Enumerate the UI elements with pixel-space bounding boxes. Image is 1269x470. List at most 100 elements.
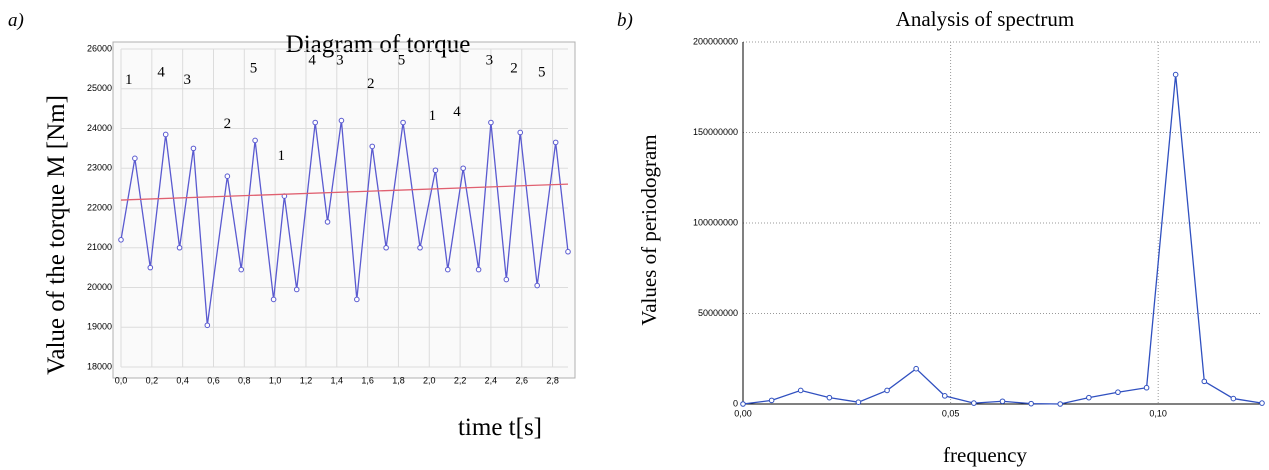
- y-axis-label: Value of the torque M [Nm]: [43, 95, 70, 375]
- annotation: 1: [125, 72, 133, 88]
- data-point: [432, 167, 439, 174]
- annotation: 4: [157, 64, 165, 80]
- data-point: [1201, 378, 1208, 385]
- x-tick-label: 0,10: [1149, 408, 1167, 418]
- y-tick-label: 22000: [87, 202, 112, 212]
- annotation: 4: [453, 104, 461, 120]
- annotation: 4: [308, 52, 316, 68]
- data-point: [1115, 389, 1121, 396]
- data-point: [534, 282, 540, 289]
- data-point: [383, 244, 389, 251]
- data-point: [312, 119, 319, 126]
- y-tick-label: 26000: [87, 43, 112, 53]
- data-point: [238, 266, 245, 273]
- data-point: [488, 119, 494, 126]
- y-tick-label: 50000000: [698, 308, 738, 318]
- y-tick-label: 200000000: [693, 36, 738, 46]
- annotation: 2: [510, 60, 518, 76]
- annotation: 1: [278, 148, 286, 164]
- annotation: 2: [367, 76, 375, 92]
- x-tick-label: 0,6: [207, 375, 220, 385]
- data-point: [1172, 71, 1179, 78]
- data-point: [971, 400, 977, 406]
- y-tick-label: 150000000: [693, 127, 738, 137]
- y-tick-label: 0: [733, 398, 738, 408]
- y-tick-label: 19000: [87, 322, 112, 332]
- plot-frame: [112, 41, 576, 379]
- x-tick-label: 2,6: [516, 375, 529, 385]
- chart-title: Diagram of torque: [286, 31, 471, 58]
- data-point: [324, 219, 331, 225]
- data-point: [1057, 401, 1064, 407]
- x-tick-label: 1,8: [392, 375, 405, 385]
- x-tick-label: 0,2: [146, 375, 159, 385]
- data-point: [224, 173, 231, 179]
- x-tick-label: 0,4: [176, 375, 189, 385]
- data-line: [120, 183, 569, 201]
- data-point: [999, 398, 1006, 405]
- data-point: [417, 244, 423, 251]
- panel-label: a): [8, 10, 24, 31]
- x-tick-label: 2,4: [485, 375, 498, 385]
- data-point: [118, 237, 124, 243]
- data-point: [338, 117, 345, 124]
- annotation: 3: [336, 52, 344, 68]
- x-tick-label: 2,8: [546, 375, 559, 385]
- y-axis-label: Values of periodogram: [637, 134, 661, 325]
- data-point: [855, 399, 862, 405]
- x-tick-label: 0,00: [734, 408, 752, 418]
- x-tick-label: 1,0: [269, 375, 282, 385]
- data-point: [1230, 395, 1237, 402]
- x-axis-label: frequency: [943, 443, 1027, 467]
- data-point: [1028, 400, 1034, 407]
- y-tick-label: 20000: [87, 282, 112, 292]
- y-tick-label: 23000: [87, 163, 112, 173]
- annotation: 3: [184, 72, 192, 88]
- data-point: [444, 266, 451, 273]
- data-point: [176, 244, 183, 251]
- data-point: [400, 119, 406, 126]
- data-point: [1086, 394, 1092, 401]
- data-point: [826, 394, 833, 401]
- data-point: [147, 264, 154, 271]
- data-point: [768, 397, 775, 404]
- data-point: [293, 286, 300, 293]
- x-tick-label: 1,4: [331, 375, 344, 385]
- annotation: 1: [429, 108, 437, 124]
- data-line: [742, 74, 1263, 405]
- annotation: 5: [538, 64, 546, 80]
- data-point: [517, 129, 524, 136]
- x-tick-label: 0,0: [115, 375, 128, 385]
- data-point: [913, 365, 919, 372]
- annotation: 3: [486, 52, 494, 68]
- data-point: [1143, 384, 1150, 391]
- annotation: 2: [224, 116, 232, 132]
- data-point: [252, 137, 258, 144]
- x-tick-label: 2,2: [454, 375, 467, 385]
- x-tick-label: 2,0: [423, 375, 436, 385]
- y-tick-label: 24000: [87, 123, 112, 133]
- data-point: [941, 393, 948, 399]
- x-tick-label: 1,6: [361, 375, 374, 385]
- data-point: [190, 145, 197, 152]
- panel-label: b): [617, 10, 633, 31]
- data-point: [797, 387, 804, 394]
- x-axis-label: time t[s]: [458, 414, 542, 441]
- data-point: [740, 401, 746, 407]
- y-tick-label: 25000: [87, 83, 112, 93]
- x-tick-label: 0,8: [238, 375, 251, 385]
- y-tick-label: 18000: [87, 361, 112, 371]
- data-point: [565, 248, 571, 255]
- data-point: [354, 296, 360, 303]
- annotation: 5: [250, 60, 258, 76]
- x-tick-label: 1,2: [300, 375, 313, 385]
- data-point: [460, 165, 466, 172]
- data-point: [475, 266, 482, 273]
- data-point: [503, 276, 510, 283]
- data-point: [552, 139, 559, 146]
- y-tick-label: 100000000: [693, 217, 738, 227]
- data-point: [1259, 400, 1265, 406]
- annotation: 5: [398, 52, 406, 68]
- data-point: [204, 322, 211, 329]
